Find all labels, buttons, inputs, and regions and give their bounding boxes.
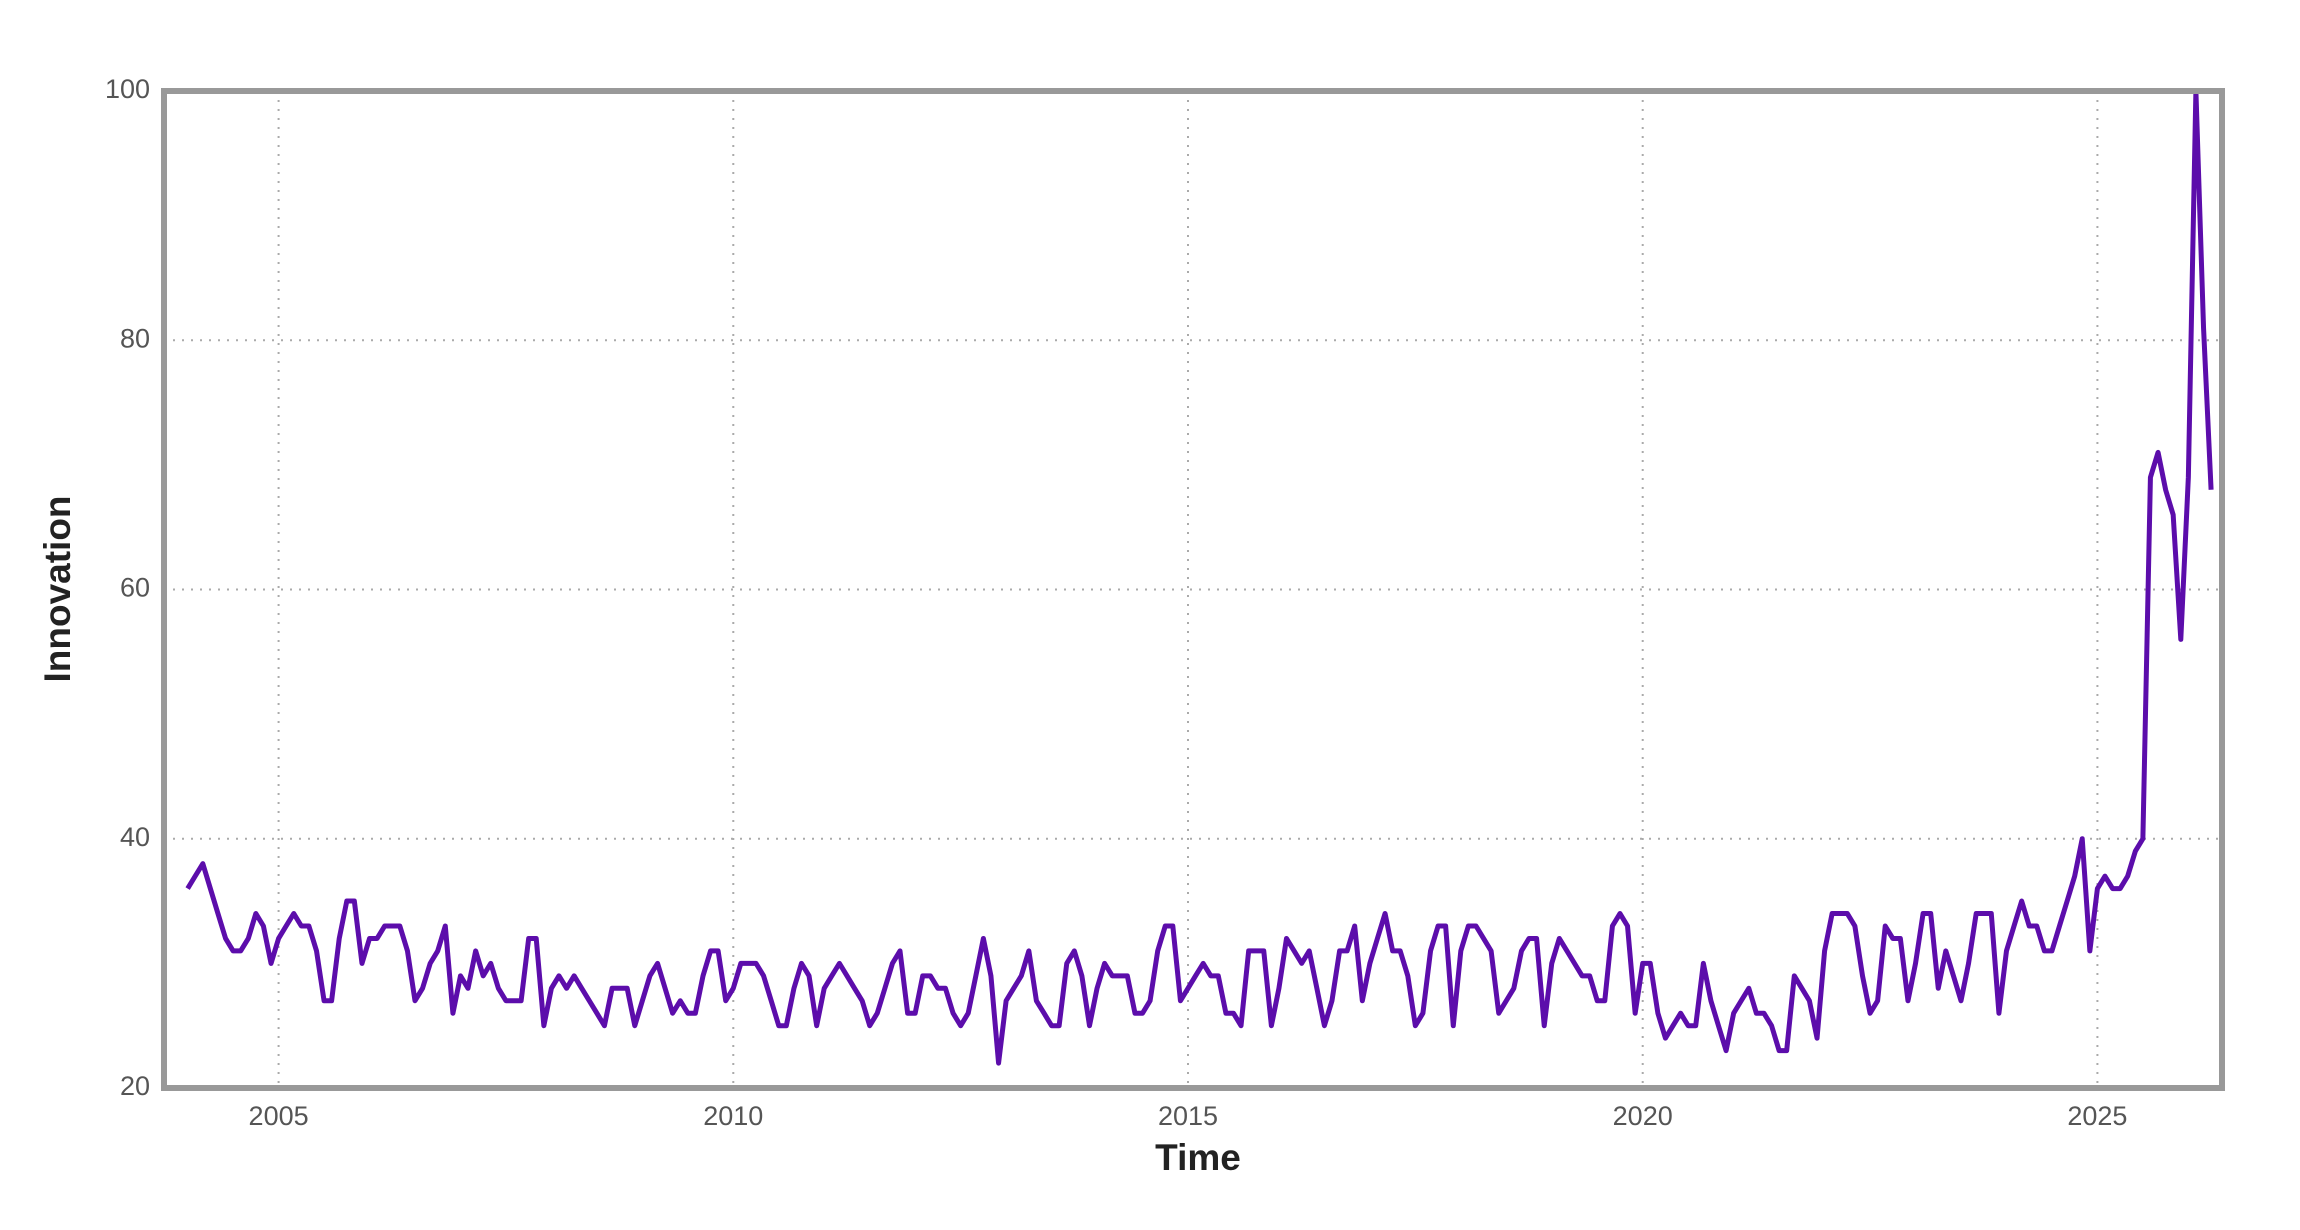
x-tick-label: 2010 — [703, 1101, 763, 1131]
y-tick-label: 20 — [120, 1071, 150, 1101]
x-tick-label: 2015 — [1158, 1101, 1218, 1131]
plot-frame — [161, 88, 2225, 1091]
y-tick-label: 60 — [120, 573, 150, 603]
data-line — [185, 88, 2214, 1066]
x-tick-label: 2025 — [2067, 1101, 2127, 1131]
y-tick-label: 100 — [105, 74, 150, 104]
y-axis-title: Innovation — [37, 495, 78, 682]
y-tick-label: 80 — [120, 323, 150, 353]
y-tick-label: 40 — [120, 822, 150, 852]
x-tick-label: 2020 — [1613, 1101, 1673, 1131]
x-axis-title: Time — [1155, 1137, 1241, 1178]
x-tick-label: 2005 — [249, 1101, 309, 1131]
